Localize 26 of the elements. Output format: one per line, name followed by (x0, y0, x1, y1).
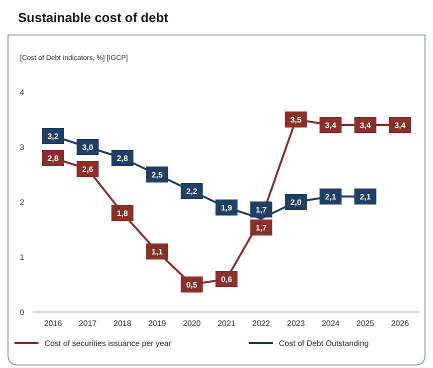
x-tick-label: 2025 (356, 319, 375, 328)
legend-label: Cost of Debt Outstanding (278, 339, 369, 348)
x-tick-label: 2019 (148, 319, 167, 328)
legend-label: Cost of securities issuance per year (44, 339, 172, 348)
data-label: 2,8 (47, 154, 60, 163)
y-tick-label: 1 (20, 253, 25, 262)
y-tick-label: 3 (20, 143, 25, 152)
data-label: 3,4 (394, 121, 406, 130)
data-label: 3,2 (47, 132, 60, 141)
x-tick-label: 2016 (44, 319, 62, 328)
x-tick-label: 2018 (114, 319, 132, 328)
x-tick-label: 2017 (78, 319, 98, 328)
data-label: 0,6 (220, 275, 233, 284)
x-tick-label: 2026 (391, 319, 410, 328)
data-label: 1,7 (256, 206, 268, 214)
data-label: 1,9 (220, 204, 233, 212)
y-tick-label: 0 (20, 308, 25, 317)
chart-title: Sustainable cost of debt (18, 10, 169, 25)
x-tick-label: 2023 (287, 319, 306, 328)
x-tick-label: 2021 (218, 319, 236, 328)
data-label: 1,7 (256, 224, 268, 232)
x-tick-label: 2022 (252, 319, 271, 328)
x-tick-label: 2024 (322, 319, 340, 328)
x-tick-label: 2020 (182, 319, 202, 328)
y-tick-label: 2 (20, 198, 25, 207)
y-tick-label: 4 (20, 88, 25, 97)
